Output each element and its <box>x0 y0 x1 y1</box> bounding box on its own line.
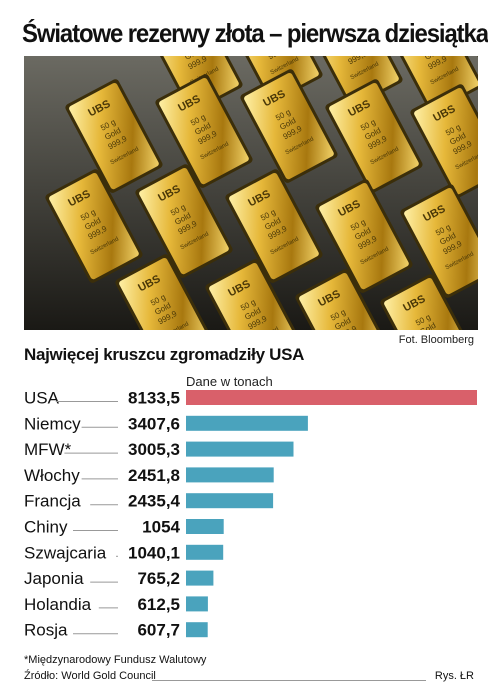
category-label: MFW* <box>24 440 72 459</box>
bar <box>186 544 224 560</box>
bar <box>186 493 274 509</box>
value-label: 765,2 <box>137 569 180 588</box>
bar <box>186 415 308 431</box>
gold-bar-stamp: Gold <box>423 56 442 62</box>
value-label: 3407,6 <box>128 414 180 433</box>
category-label: Rosja <box>24 621 68 640</box>
bar <box>186 441 294 457</box>
category-label: Francja <box>24 492 81 511</box>
source-rule <box>152 680 426 681</box>
category-label: Szwajcaria <box>24 543 107 562</box>
value-label: 1054 <box>142 518 180 537</box>
author-credit: Rys. ŁR <box>434 670 474 682</box>
gold-bar-stamp: Gold <box>183 56 202 62</box>
bar <box>186 390 477 405</box>
bar <box>186 570 214 586</box>
value-label: 2451,8 <box>128 466 180 485</box>
value-label: 3005,3 <box>128 440 180 459</box>
bar <box>186 622 208 638</box>
value-label: 612,5 <box>137 595 180 614</box>
category-label: Chiny <box>24 518 68 537</box>
bar-chart: USA 8133,5 Niemcy 3407,6 MFW* 3005,3 Włochy 245… <box>24 389 477 640</box>
value-label: 1040,1 <box>128 543 180 562</box>
gold-bar-stamp: Gold <box>418 321 437 330</box>
value-label: 8133,5 <box>128 389 180 408</box>
page-title: Światowe rezerwy złota – pierwsza dziesi… <box>22 18 488 48</box>
gold-bar-stamp: 999,9 <box>337 324 359 330</box>
footnote: *Międzynarodowy Fundusz Walutowy <box>24 654 207 666</box>
bar <box>186 519 224 534</box>
value-label: 2435,4 <box>128 492 181 511</box>
category-label: Japonia <box>24 569 84 588</box>
bar <box>186 467 274 483</box>
unit-label: Dane w tonach <box>186 374 273 389</box>
category-label: Niemcy <box>24 414 81 433</box>
category-label: Holandia <box>24 595 92 614</box>
photo-credit: Fot. Bloomberg <box>398 334 474 346</box>
category-label: USA <box>24 389 60 408</box>
value-label: 607,7 <box>137 621 180 640</box>
source-note: Źródło: World Gold Council <box>24 670 156 682</box>
gold-bar-stamp: 999,9 <box>347 56 369 66</box>
category-label: Włochy <box>24 466 80 485</box>
chart-subtitle: Najwięcej kruszcu zgromadziły USA <box>24 345 305 364</box>
bar <box>186 596 208 612</box>
